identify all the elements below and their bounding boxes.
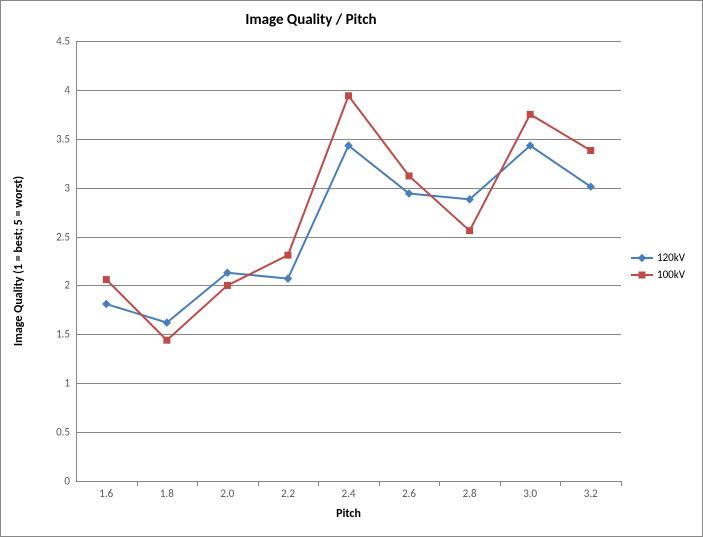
y-tick-label: 4.5: [56, 35, 70, 48]
legend-label: 120kV: [657, 251, 685, 264]
series-svg: [76, 41, 621, 481]
legend-item-100kV: 100kV: [631, 268, 685, 281]
x-tick: [318, 481, 319, 486]
x-tick: [560, 481, 561, 486]
marker-120kV: [102, 300, 110, 308]
legend-swatch: [631, 257, 653, 259]
plot-area: 00.511.522.533.544.51.61.82.02.22.42.62.…: [76, 41, 621, 481]
x-tick-label: 2.2: [281, 487, 295, 500]
marker-100kV: [527, 111, 534, 118]
y-tick-label: 2.5: [56, 230, 70, 243]
legend-marker: [639, 271, 646, 278]
marker-100kV: [345, 92, 352, 99]
y-tick-label: 2: [64, 279, 70, 292]
y-tick-label: 4: [64, 83, 70, 96]
legend-swatch: [631, 274, 653, 276]
series-line-100kV: [106, 96, 590, 340]
x-tick: [439, 481, 440, 486]
marker-100kV: [466, 227, 473, 234]
x-tick: [500, 481, 501, 486]
x-tick-label: 2.6: [402, 487, 416, 500]
marker-100kV: [103, 276, 110, 283]
series-line-120kV: [106, 146, 590, 323]
y-tick-label: 3.5: [56, 132, 70, 145]
x-tick: [621, 481, 622, 486]
x-tick: [258, 481, 259, 486]
x-tick-label: 1.6: [99, 487, 113, 500]
marker-100kV: [587, 147, 594, 154]
marker-100kV: [284, 252, 291, 259]
legend-marker: [638, 253, 646, 261]
gridline: [76, 481, 621, 482]
marker-120kV: [284, 274, 292, 282]
chart-title: Image Quality / Pitch: [1, 11, 621, 29]
x-tick-label: 2.4: [342, 487, 356, 500]
marker-100kV: [163, 337, 170, 344]
x-tick: [379, 481, 380, 486]
y-tick-label: 1.5: [56, 328, 70, 341]
x-tick-label: 3.2: [584, 487, 598, 500]
y-axis-label: Image Quality (1 = best; 5 = worst): [12, 176, 26, 346]
x-tick-label: 2.8: [463, 487, 477, 500]
marker-100kV: [224, 282, 231, 289]
legend-item-120kV: 120kV: [631, 251, 685, 264]
x-axis-label: Pitch: [76, 507, 621, 521]
x-tick: [137, 481, 138, 486]
legend-label: 100kV: [657, 268, 685, 281]
y-tick-label: 1: [64, 377, 70, 390]
y-tick-label: 3: [64, 181, 70, 194]
marker-100kV: [406, 172, 413, 179]
x-tick-label: 2.0: [220, 487, 234, 500]
x-tick: [197, 481, 198, 486]
x-tick-label: 1.8: [160, 487, 174, 500]
y-tick-label: 0.5: [56, 426, 70, 439]
chart-container: Image Quality / Pitch 00.511.522.533.544…: [0, 0, 703, 537]
legend: 120kV 100kV: [631, 251, 685, 285]
y-tick-label: 0: [64, 475, 70, 488]
x-tick-label: 3.0: [523, 487, 537, 500]
